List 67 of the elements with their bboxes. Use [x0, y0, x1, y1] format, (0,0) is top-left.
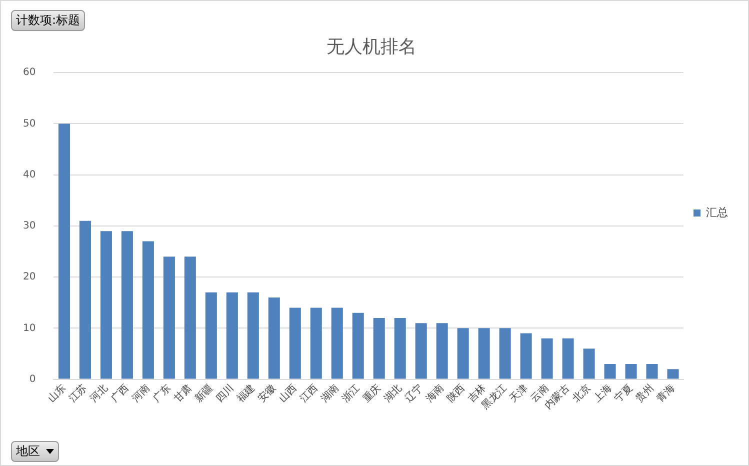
x-tick-label: 江苏: [66, 382, 90, 405]
x-tick-label: 上海: [591, 382, 614, 405]
text: 计数项:标题: [11, 10, 86, 31]
x-tick-label: 安徽: [255, 382, 278, 405]
bar: [415, 323, 427, 379]
bar: [289, 308, 301, 379]
bar: [457, 328, 469, 379]
y-tick-label: 20: [22, 272, 36, 283]
bar: [142, 241, 154, 379]
x-tick-label: 辽宁: [402, 382, 426, 405]
x-tick-label: 湖北: [381, 382, 404, 405]
bar: [436, 323, 448, 379]
x-tick-label: 山东: [46, 382, 68, 405]
bar: [331, 308, 343, 379]
x-tick-label: 山西: [276, 382, 300, 405]
y-tick-label: 40: [22, 169, 36, 180]
x-tick-label: 湖南: [318, 382, 342, 405]
x-tick-label: 广西: [108, 382, 132, 405]
bar: [499, 328, 511, 379]
x-tick-label: 海南: [423, 382, 446, 405]
text: 地区: [16, 443, 40, 460]
bar: [541, 338, 553, 379]
bar: [352, 312, 364, 379]
legend-label: 汇总: [706, 206, 728, 219]
bar: [247, 292, 259, 379]
bar: [583, 348, 595, 379]
x-tick-label: 宁夏: [612, 382, 635, 405]
bar: [604, 364, 616, 379]
x-tick-label: 贵州: [633, 382, 656, 405]
bar: [205, 292, 217, 379]
x-tick-label: 天津: [507, 382, 530, 405]
x-tick-label: 甘肃: [172, 382, 194, 405]
bar: [226, 292, 238, 379]
y-tick-label: 30: [22, 220, 36, 232]
bar: [184, 256, 196, 379]
x-tick-label: 河北: [88, 382, 110, 405]
bar: [562, 338, 574, 379]
y-tick-label: 0: [29, 374, 36, 385]
bar: [478, 328, 490, 379]
x-tick-label: 重庆: [360, 382, 384, 405]
x-tick-label: 四川: [213, 382, 236, 405]
y-tick-label: 60: [22, 67, 36, 78]
y-tick-label: 10: [22, 322, 36, 334]
bar: [58, 124, 70, 379]
x-tick-label: 青海: [654, 382, 677, 405]
x-tick-label: 陕西: [444, 382, 468, 405]
y-tick-label: 50: [22, 118, 36, 130]
x-tick-label: 广东: [150, 382, 174, 405]
chart-title: 无人机排名: [326, 36, 416, 58]
x-tick-label: 浙江: [339, 382, 362, 405]
bar: [520, 333, 532, 379]
bar: [79, 220, 91, 379]
x-tick-label: 北京: [570, 382, 593, 405]
x-tick-label: 新疆: [192, 382, 216, 405]
bar: [268, 298, 280, 379]
bar: [646, 364, 658, 379]
bar: [121, 231, 133, 379]
bar: [310, 308, 322, 379]
bar: [625, 364, 637, 379]
x-tick-label: 江西: [297, 382, 320, 405]
x-tick-label: 河南: [130, 382, 152, 405]
bar: [100, 231, 112, 379]
bar: [667, 369, 679, 379]
bar: [163, 256, 175, 379]
x-tick-label: 福建: [234, 382, 258, 405]
bar: [394, 318, 406, 379]
bar: [373, 318, 385, 379]
